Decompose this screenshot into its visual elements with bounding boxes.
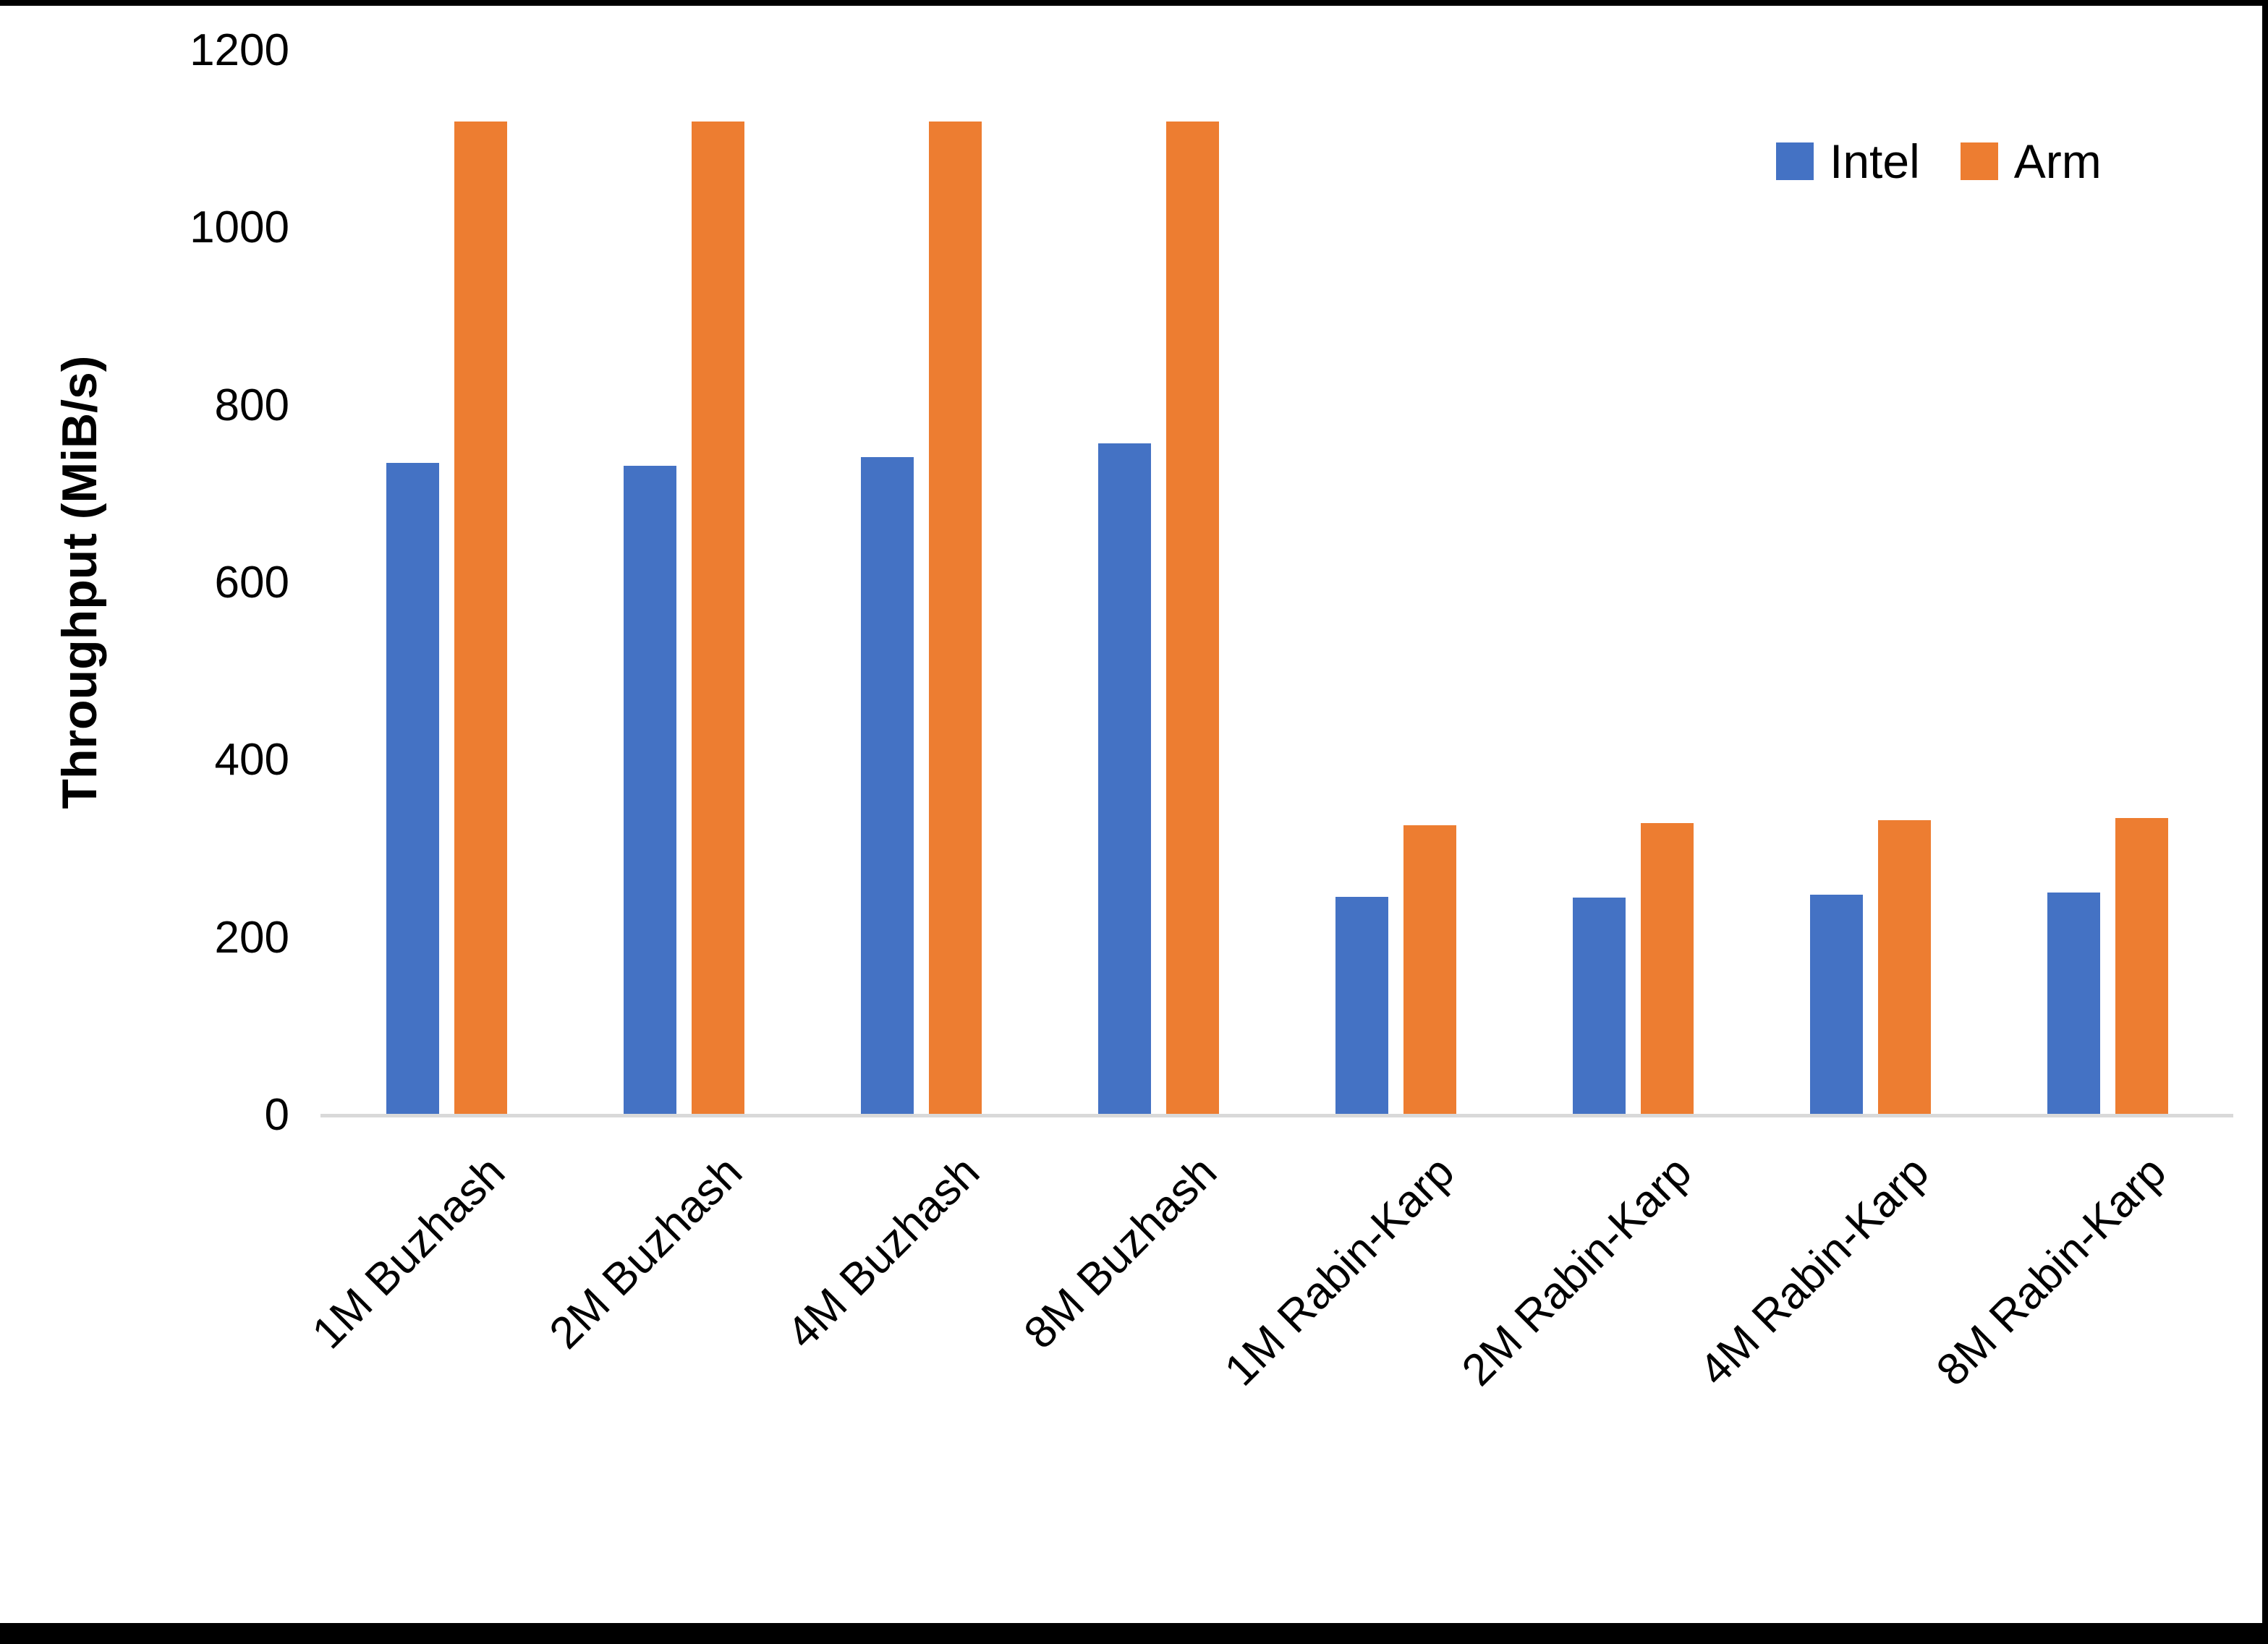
- bar-group: [802, 51, 1040, 1115]
- bar-group: [328, 51, 565, 1115]
- legend-intel-label: Intel: [1830, 135, 1920, 188]
- x-axis-line: [320, 1114, 2233, 1117]
- x-category-label: 2M Rabin-Karp: [1452, 1146, 1702, 1396]
- screenshot-border-bottom: [0, 1623, 2268, 1644]
- y-tick-label: 1200: [190, 25, 289, 75]
- legend-item-intel: Intel: [1776, 136, 1920, 187]
- bar-arm-2m-rabin-karp: [1640, 823, 1694, 1115]
- legend-intel-swatch: [1776, 142, 1814, 180]
- bar-arm-1m-buzhash: [454, 122, 507, 1115]
- bar-arm-8m-rabin-karp: [2115, 818, 2168, 1115]
- x-category-label: 2M Buzhash: [540, 1146, 752, 1359]
- bar-group: [1751, 51, 1989, 1115]
- y-tick-label: 0: [264, 1090, 289, 1140]
- bar-intel-8m-rabin-karp: [2047, 893, 2100, 1115]
- bar-intel-4m-rabin-karp: [1809, 894, 1863, 1115]
- y-tick-label: 200: [214, 912, 289, 963]
- y-tick-label: 1000: [190, 203, 289, 253]
- bar-group: [565, 51, 802, 1115]
- bar-intel-1m-buzhash: [386, 463, 439, 1115]
- y-tick-label: 800: [214, 380, 289, 430]
- bar-arm-2m-buzhash: [691, 122, 744, 1115]
- bar-intel-4m-buzhash: [860, 456, 914, 1115]
- x-category-label: 4M Rabin-Karp: [1689, 1146, 1939, 1396]
- x-category-label: 4M Buzhash: [778, 1146, 990, 1359]
- bar-intel-1m-rabin-karp: [1335, 897, 1388, 1115]
- bar-intel-2m-buzhash: [623, 466, 676, 1115]
- legend-arm-label: Arm: [2013, 135, 2102, 188]
- bar-intel-2m-rabin-karp: [1572, 898, 1626, 1115]
- y-tick-label: 600: [214, 558, 289, 608]
- bar-arm-1m-rabin-karp: [1403, 825, 1456, 1115]
- x-category-label: 1M Buzhash: [303, 1146, 515, 1359]
- bar-group: [1040, 51, 1277, 1115]
- bar-intel-8m-buzhash: [1097, 443, 1151, 1115]
- x-category-label: 8M Buzhash: [1015, 1146, 1227, 1359]
- legend-arm-swatch: [1960, 142, 1998, 180]
- y-tick-label: 400: [214, 735, 289, 785]
- screenshot-border-right: [2262, 0, 2268, 1644]
- x-category-label: 8M Rabin-Karp: [1927, 1146, 2176, 1396]
- bar-group: [1514, 51, 1751, 1115]
- bar-group: [1989, 51, 2226, 1115]
- plot-area: [328, 51, 2226, 1115]
- screenshot-border-top: [0, 0, 2268, 6]
- legend-item-arm: Arm: [1960, 135, 2102, 188]
- legend: Intel Arm: [1776, 136, 2102, 187]
- bar-arm-8m-buzhash: [1165, 122, 1219, 1115]
- bar-arm-4m-rabin-karp: [1877, 819, 1931, 1115]
- x-category-label: 1M Rabin-Karp: [1215, 1146, 1464, 1396]
- bar-arm-4m-buzhash: [928, 122, 982, 1115]
- bar-group: [1277, 51, 1514, 1115]
